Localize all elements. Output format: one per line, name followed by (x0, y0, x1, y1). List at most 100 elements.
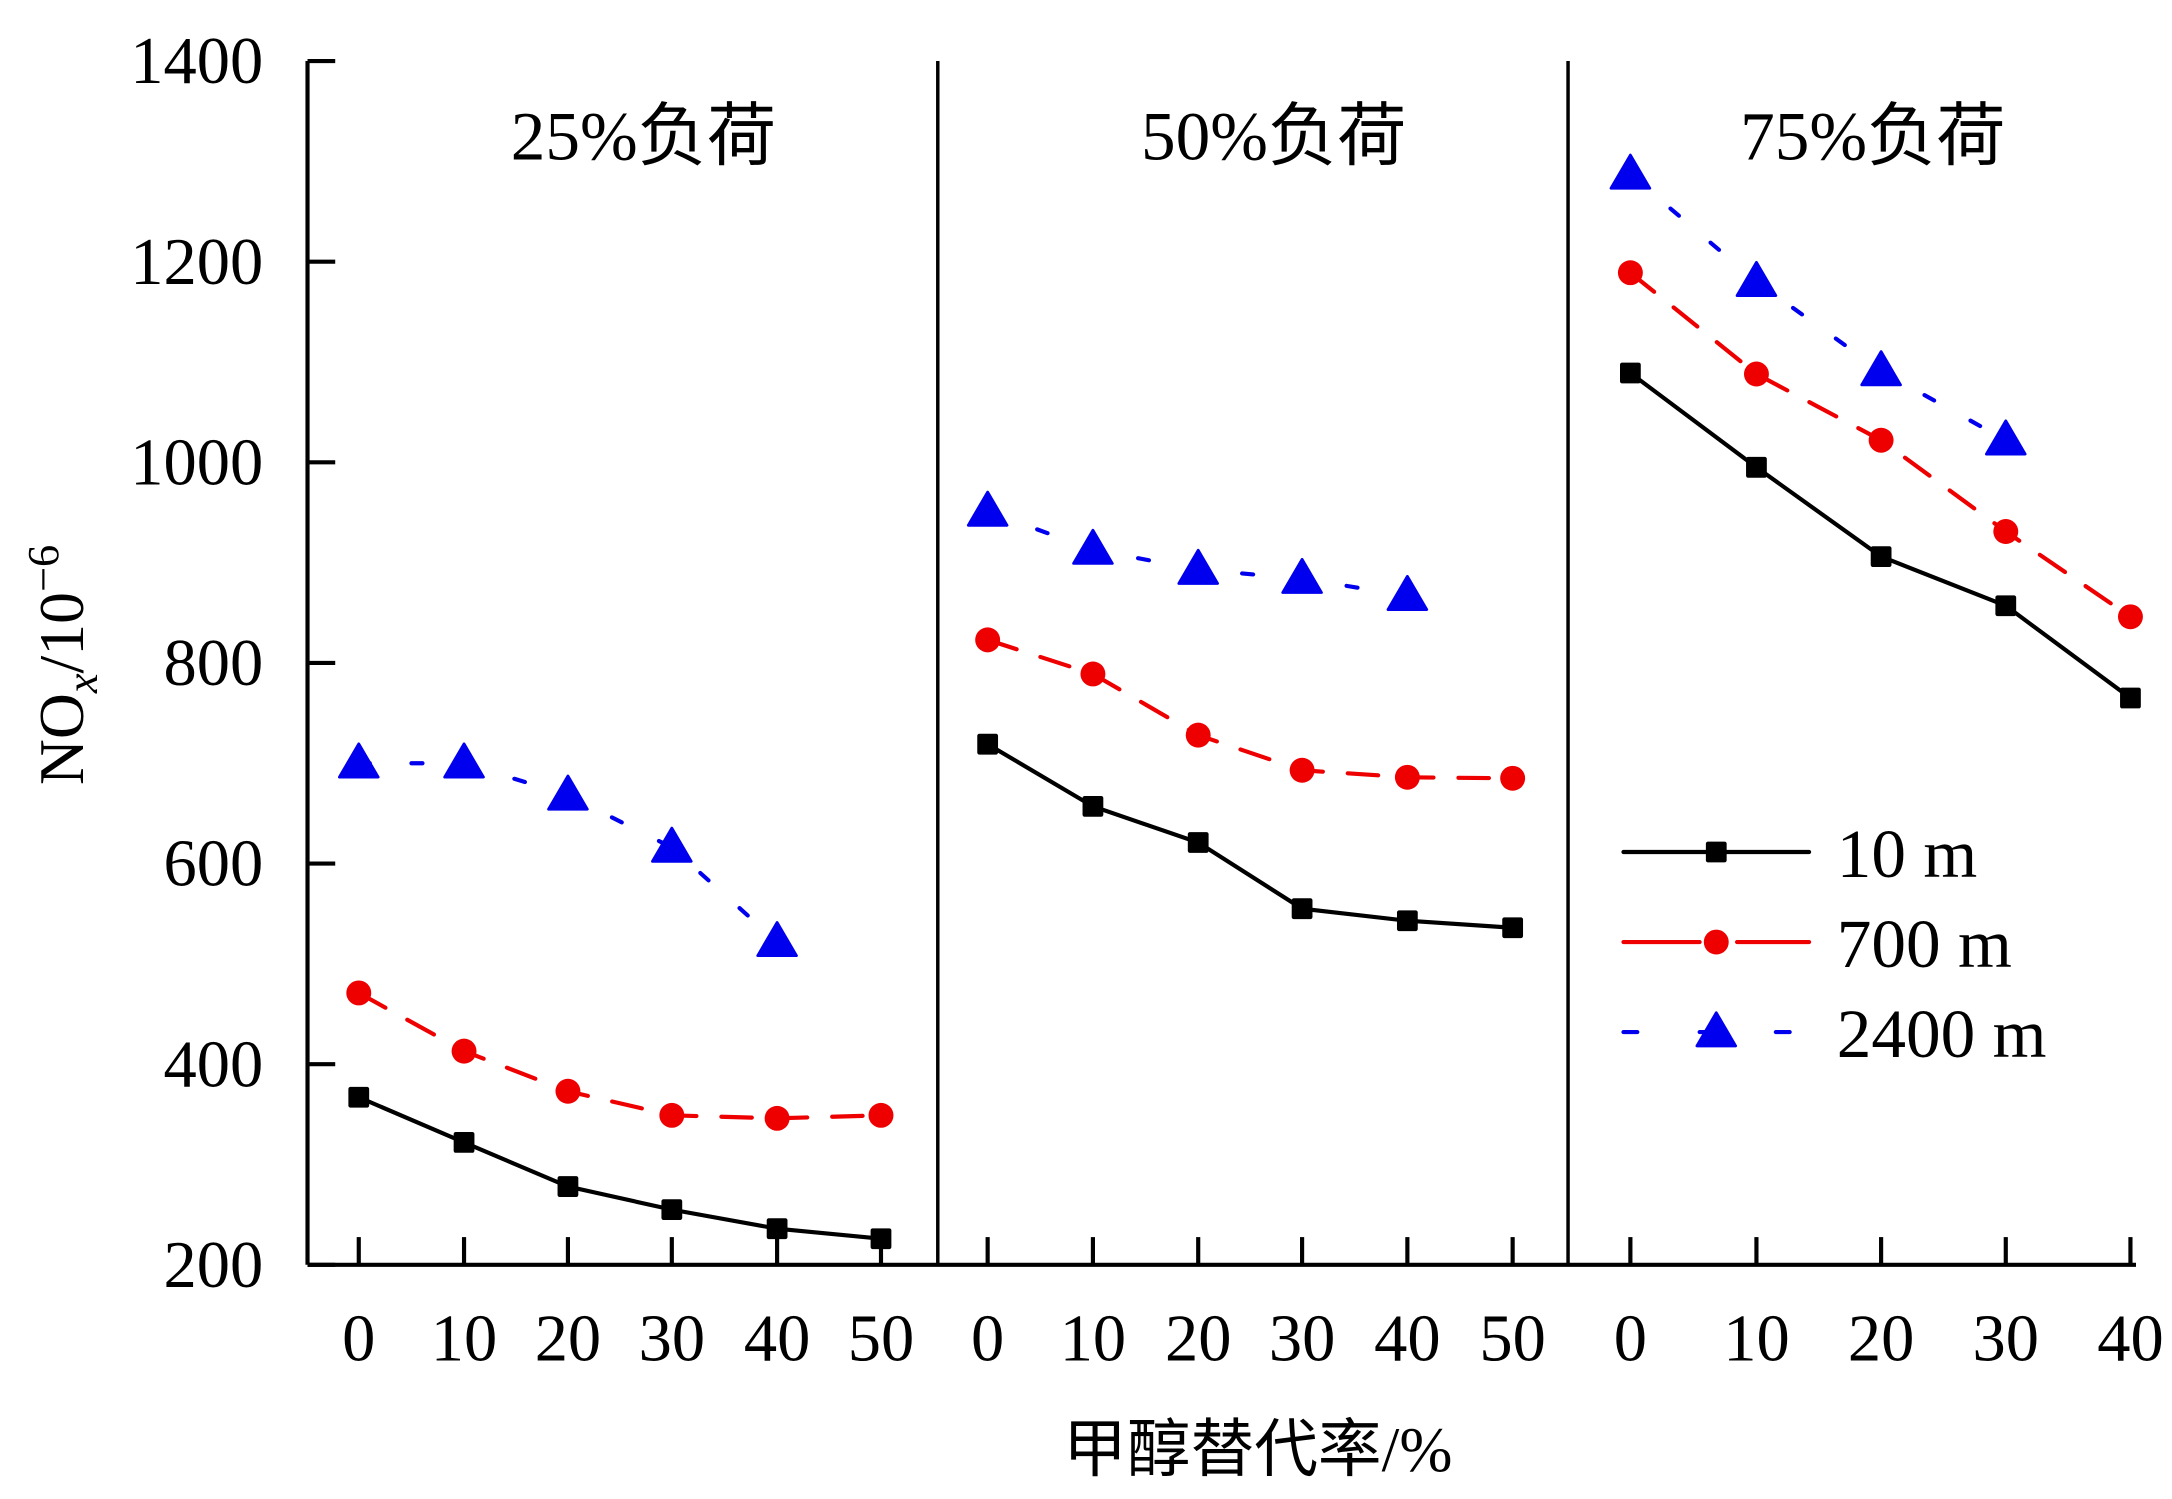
panel-title: 25%负荷 (511, 97, 776, 174)
x-tick-label: 10 (431, 1302, 497, 1375)
panel-title: 75%负荷 (1740, 97, 2005, 174)
x-tick-label: 50 (848, 1302, 914, 1375)
x-tick-label: 0 (342, 1302, 375, 1375)
data-point (868, 1102, 894, 1128)
series-2400m (966, 490, 1429, 611)
data-point (1080, 661, 1106, 687)
x-tick-label: 10 (1060, 1302, 1126, 1375)
x-tick-label: 10 (1723, 1302, 1789, 1375)
data-point (443, 742, 485, 779)
x-tick-label: 20 (1848, 1302, 1914, 1375)
data-point (1870, 546, 1892, 567)
legend-item: 700 m (1621, 905, 2012, 982)
series-10m (1619, 362, 2141, 709)
legend-label: 700 m (1837, 905, 2012, 982)
data-point (451, 1038, 477, 1064)
x-tick-label: 0 (971, 1302, 1004, 1375)
y-tick-label: 1200 (130, 226, 263, 299)
ylabel-superscript: −6 (19, 545, 68, 592)
data-point (1289, 757, 1315, 783)
x-axis-label: 甲醇替代率/% (1063, 1414, 1452, 1485)
data-point (1502, 917, 1524, 939)
ylabel-base: NO (26, 693, 97, 785)
data-point (1746, 456, 1767, 478)
data-point (661, 1199, 683, 1221)
series-700m (975, 627, 1526, 791)
data-point (1743, 361, 1769, 387)
legend-label: 10 m (1837, 815, 1977, 892)
legend-marker (1705, 841, 1727, 863)
y-tick-label: 800 (163, 627, 263, 700)
series-line (356, 1095, 884, 1241)
panel-title: 50%负荷 (1141, 97, 1406, 174)
series-line (1628, 370, 2133, 701)
legend-marker (1695, 1011, 1738, 1048)
data-point (766, 1218, 788, 1240)
data-point (975, 627, 1001, 653)
x-tick-label: 40 (744, 1302, 810, 1375)
series-10m (348, 1086, 892, 1250)
data-point (1619, 362, 1641, 384)
x-tick-label: 40 (1374, 1302, 1440, 1375)
x-tick-label: 0 (1614, 1302, 1647, 1375)
ylabel-subscript: x (58, 673, 107, 694)
x-tick-label: 30 (1269, 1302, 1335, 1375)
series-700m (1617, 260, 2143, 630)
data-point (1995, 595, 2017, 617)
x-tick-label: 30 (1973, 1302, 2039, 1375)
data-point (1735, 260, 1778, 297)
series-700m (346, 980, 894, 1131)
data-point (1185, 722, 1211, 748)
x-tick-label: 20 (535, 1302, 601, 1375)
series-line (985, 637, 1515, 781)
y-tick-label: 1400 (130, 25, 263, 98)
data-point (555, 1078, 581, 1104)
legend-item: 2400 m (1621, 995, 2046, 1072)
data-point (557, 1176, 579, 1197)
data-point (1868, 427, 1894, 453)
data-point (870, 1228, 892, 1250)
y-axis-label: NOx/10−6 (19, 545, 107, 785)
data-point (547, 774, 589, 811)
data-point (651, 826, 693, 863)
data-point (1617, 260, 1643, 286)
data-point (977, 733, 999, 755)
data-point (453, 1132, 475, 1153)
data-point (1860, 350, 1902, 387)
data-marks (337, 153, 2143, 1250)
series-line (356, 990, 884, 1121)
series-2400m (1609, 153, 2027, 456)
legend-item: 10 m (1621, 815, 1977, 892)
data-point (966, 490, 1009, 527)
data-point (659, 1102, 685, 1128)
data-point (1386, 574, 1429, 611)
data-point (2117, 604, 2143, 630)
legend-marker (1703, 929, 1729, 955)
data-point (1177, 548, 1219, 585)
data-point (1291, 898, 1313, 920)
x-tick-label: 30 (639, 1302, 705, 1375)
data-point (346, 980, 372, 1006)
y-tick-label: 1000 (130, 426, 263, 499)
series-line (1628, 172, 2008, 443)
data-point (348, 1086, 370, 1108)
data-point (1500, 765, 1526, 791)
data-point (1082, 795, 1104, 817)
series-2400m (337, 742, 798, 958)
x-tick-label: 50 (1479, 1302, 1545, 1375)
data-point (1281, 557, 1323, 594)
data-point (756, 921, 798, 958)
data-point (1396, 910, 1418, 932)
data-point (2120, 687, 2141, 709)
data-point (1984, 419, 2027, 456)
legend: 10 m 700 m 2400 m (1621, 815, 2046, 1072)
data-point (1187, 832, 1209, 853)
series-line (985, 742, 1515, 930)
data-point (1609, 153, 1652, 190)
y-tick-label: 400 (163, 1028, 263, 1101)
y-tick-label: 200 (163, 1229, 263, 1302)
data-point (1993, 519, 2019, 544)
data-point (1394, 764, 1420, 790)
